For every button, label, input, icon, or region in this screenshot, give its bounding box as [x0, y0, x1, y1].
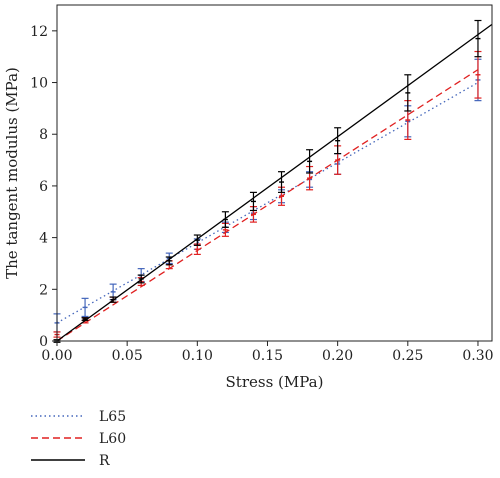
x-tick-label: 0.25: [392, 348, 423, 364]
plot-area-frame: [56, 4, 493, 342]
y-tick-label: 4: [39, 231, 48, 247]
y-axis-title: The tangent modulus (MPa): [3, 67, 21, 279]
x-tick-label: 0.15: [252, 348, 283, 364]
x-axis-title: Stress (MPa): [226, 373, 324, 391]
y-tick-label: 8: [39, 127, 48, 143]
data-layer: [53, 19, 493, 343]
series-r: [53, 19, 493, 343]
legend-label-l60: L60: [99, 431, 126, 447]
y-tick-label: 2: [39, 282, 48, 298]
x-tick-label: 0.20: [322, 348, 353, 364]
axis-layer: 0.00 0.05 0.10 0.15 0.20 0.25 0.30 0 2 4 6 8 10 12: [30, 24, 493, 364]
y-tick-label: 10: [30, 76, 48, 92]
fit-line-l65: [56, 81, 479, 324]
x-tick-label: 0.30: [462, 348, 493, 364]
fit-line-l60: [56, 69, 479, 342]
x-tick-label: 0.10: [182, 348, 213, 364]
y-tick-label: 0: [39, 334, 48, 350]
fit-line-r: [56, 23, 493, 342]
series-l65: [53, 58, 482, 333]
y-tick-label: 12: [30, 24, 48, 40]
y-tick-label: 6: [39, 179, 48, 195]
legend-label-l65: L65: [99, 409, 126, 425]
x-tick-label: 0.00: [41, 348, 72, 364]
legend-label-r: R: [99, 453, 110, 469]
legend: L65 L60 R: [31, 409, 126, 469]
x-tick-label: 0.05: [112, 348, 143, 364]
